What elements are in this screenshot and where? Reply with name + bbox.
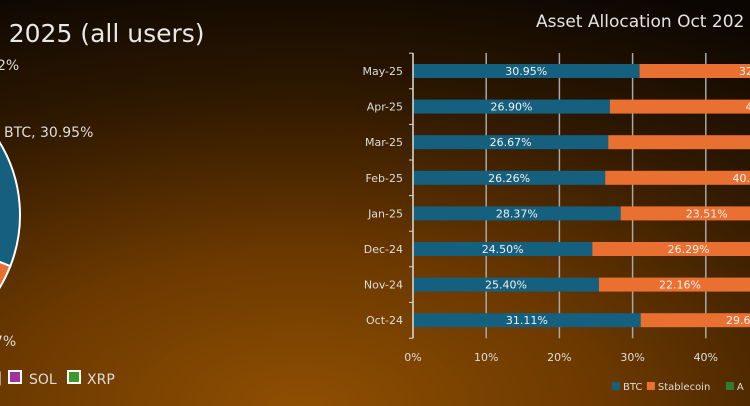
data-label: 30.95%	[505, 65, 547, 78]
data-label: 32	[739, 65, 750, 78]
data-label: 4	[746, 101, 750, 114]
bar-stablecoin	[620, 206, 750, 221]
x-tick-label: 30%	[620, 351, 644, 364]
pie-label-btc: BTC, 30.95%	[4, 125, 93, 141]
legend-label-btc: BTC	[623, 382, 642, 393]
pie-legend: SOL XRP	[0, 370, 115, 388]
legend-label-stablecoin: Stablecoin	[658, 382, 710, 393]
data-label: 22.16%	[659, 279, 701, 292]
bar-legend: BTC Stablecoin A	[612, 382, 744, 393]
data-label: 24.50%	[482, 243, 524, 256]
y-tick-label: Jan-25	[367, 207, 403, 220]
data-label: 23.51%	[686, 207, 728, 220]
bar-stablecoin	[609, 99, 750, 114]
bar-btc	[413, 135, 609, 150]
bar-stablecoin	[598, 277, 750, 292]
x-tick-label: 10%	[474, 351, 498, 364]
x-tick-label: 20%	[547, 351, 571, 364]
x-tick-label: 0%	[404, 351, 421, 364]
data-label: 26.67%	[490, 136, 532, 149]
data-label: 26.26%	[488, 172, 530, 185]
bar-stablecoin	[605, 170, 750, 185]
legend-swatch-xrp	[67, 370, 81, 384]
x-tick-label: 40%	[694, 351, 718, 364]
data-label: 28.37%	[496, 207, 538, 220]
bar-btc	[413, 206, 621, 221]
bar-btc	[413, 277, 599, 292]
grid-lines	[485, 53, 707, 339]
y-tick-label: Mar-25	[365, 136, 403, 149]
bar-stablecoin	[608, 135, 750, 150]
bars: 30.95% 32 26.90% 4 26.67% 26.26% 40. 28.37% 23.5…	[413, 64, 750, 328]
bar-stablecoin	[639, 64, 750, 78]
legend-label-sol: SOL	[29, 372, 57, 388]
bar-btc	[413, 64, 640, 78]
bar-btc	[413, 313, 641, 328]
y-tick-label: Oct-24	[366, 314, 403, 327]
data-label: 26.29%	[668, 243, 710, 256]
y-axis: May-25 Apr-25 Mar-25 Feb-25 Jan-25 Dec-24 Nov-…	[362, 52, 414, 339]
y-tick-label: Dec-24	[364, 243, 403, 256]
y-tick-label: Apr-25	[367, 101, 403, 114]
y-tick-label: Nov-24	[364, 279, 403, 292]
bar-stablecoin	[640, 313, 750, 328]
y-tick-label: Feb-25	[366, 172, 403, 185]
pie-label-bottom: 7%	[0, 334, 16, 350]
x-axis-ticks: 0% 10% 20% 30% 40%	[404, 351, 718, 364]
data-label: 31.11%	[506, 314, 548, 327]
bar-chart-title: Asset Allocation Oct 202	[536, 12, 744, 32]
legend-swatch-btc	[612, 382, 620, 390]
legend-label-a: A	[737, 382, 744, 393]
bar-stablecoin	[592, 242, 750, 256]
legend-swatch-a	[725, 382, 734, 390]
data-label: 29.6	[726, 314, 750, 327]
data-label: 40.	[733, 172, 750, 185]
pie-slice-btc	[0, 141, 21, 268]
legend-label-xrp: XRP	[87, 372, 115, 388]
bar-btc	[413, 99, 610, 114]
data-label: 25.40%	[485, 279, 527, 292]
legend-swatch-stablecoin	[646, 382, 655, 390]
legend-swatch-sol	[8, 370, 22, 384]
pie-slice-stablecoin	[0, 261, 12, 289]
bar-btc	[413, 242, 593, 256]
pie-chart: y 2025 (all users) 2% BTC, 30.95% 7% SOL…	[0, 19, 205, 388]
pie-title: y 2025 (all users)	[0, 19, 205, 48]
y-tick-label: May-25	[362, 65, 403, 78]
pie-label-top: 2%	[0, 58, 19, 74]
data-label: 26.90%	[490, 101, 532, 114]
bar-btc	[413, 170, 606, 185]
